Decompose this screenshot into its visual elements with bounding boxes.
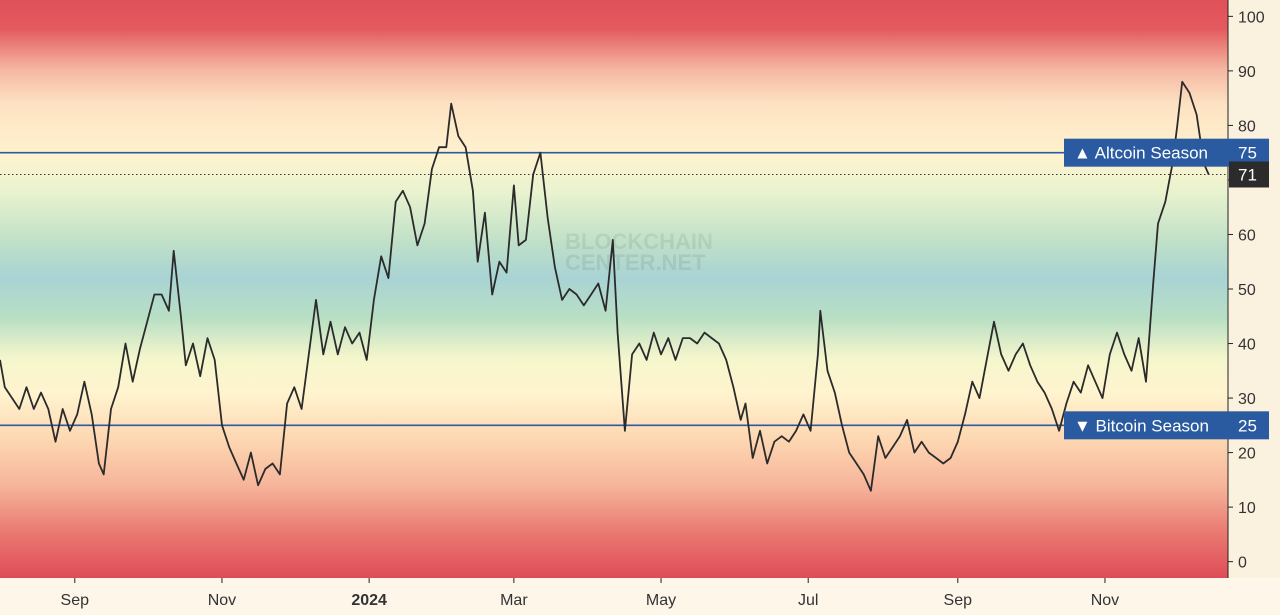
watermark-line-2: CENTER.NET [565, 250, 706, 275]
x-tick-label: May [646, 592, 676, 609]
series-group [0, 80, 1210, 492]
x-tick-label: 2024 [351, 592, 387, 609]
reference-tags: ▲ Altcoin Season 75 ▼ Bitcoin Season 25 71 [1064, 138, 1269, 440]
reference-lines [0, 151, 1228, 427]
y-tick-label: 50 [1238, 282, 1256, 299]
threshold-tag-label: ▲ Altcoin Season [1074, 144, 1208, 163]
y-tick-label: 10 [1238, 500, 1256, 517]
current-value-tag [1229, 161, 1269, 188]
watermark: BLOCKCHAIN CENTER.NET [565, 229, 713, 275]
y-tick-label: 80 [1238, 118, 1256, 135]
y-tick-label: 60 [1238, 227, 1256, 244]
plot-background [0, 0, 1228, 578]
x-tick-label: Sep [944, 592, 973, 609]
x-axis-panel [0, 578, 1280, 615]
y-tick-label: 90 [1238, 64, 1256, 81]
series-line [0, 80, 1210, 492]
x-axis-ticks: Sep Nov 2024 Mar May Jul Sep Nov [61, 578, 1119, 609]
x-tick-label: Nov [208, 592, 236, 609]
watermark-line-1: BLOCKCHAIN [565, 229, 713, 254]
current-value-label: 71 [1238, 165, 1257, 184]
y-tick-label: 30 [1238, 391, 1256, 408]
y-tick-label: 0 [1238, 555, 1247, 572]
threshold-tag-value: 25 [1238, 416, 1257, 435]
y-tick-label: 100 [1238, 9, 1265, 26]
x-tick-label: Sep [61, 592, 90, 609]
x-tick-label: Nov [1091, 592, 1119, 609]
threshold-tag-label: ▼ Bitcoin Season [1074, 416, 1209, 435]
x-tick-label: Jul [798, 592, 818, 609]
y-axis-panel [1228, 0, 1280, 578]
y-tick-label: 40 [1238, 337, 1256, 354]
y-tick-label: 20 [1238, 446, 1256, 463]
threshold-tag [1064, 411, 1269, 440]
threshold-tag-value: 75 [1238, 144, 1257, 163]
x-tick-label: Mar [500, 592, 528, 609]
